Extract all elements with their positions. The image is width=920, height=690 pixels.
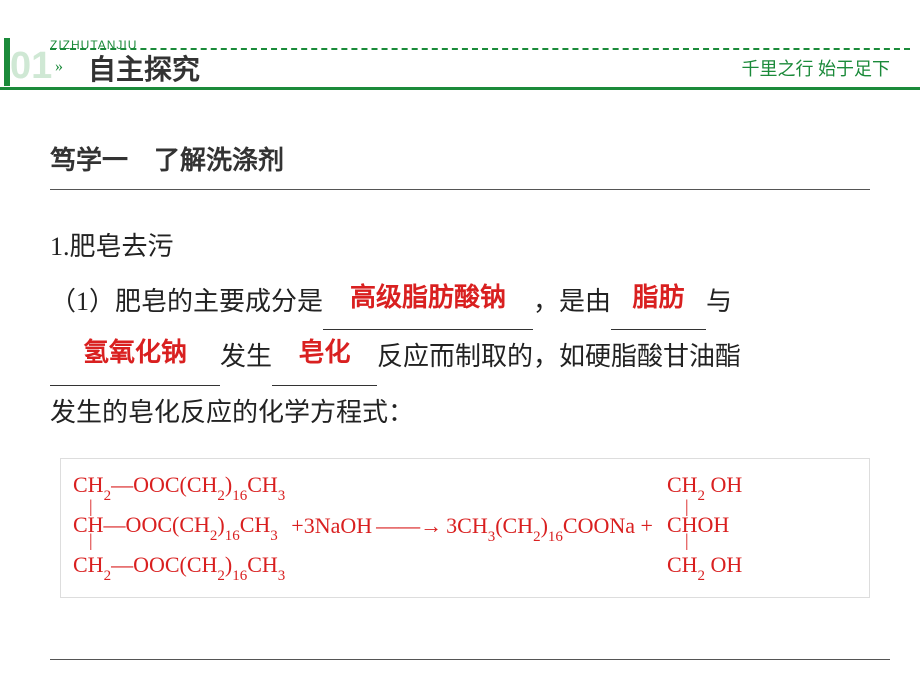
blank-3: 氢氧化钠 xyxy=(50,330,220,386)
arrow-icon: ——→ xyxy=(372,513,446,538)
blank-1: 高级脂肪酸钠 xyxy=(323,275,533,331)
txt: CH xyxy=(247,552,278,577)
sub: 2 xyxy=(104,568,112,584)
txt: CH xyxy=(667,552,698,577)
txt: CH xyxy=(667,472,698,497)
text-part: （1）肥皂的主要成分是 xyxy=(50,287,323,316)
struct-line-3: CH2—OOC(CH2)16CH3 xyxy=(73,551,285,585)
txt: COONa + xyxy=(563,513,653,538)
text-part: 与 xyxy=(706,287,732,316)
reactant-structure: CH2—OOC(CH2)16CH3 | CH—OOC(CH2)16CH3 | C… xyxy=(73,471,285,585)
content-area: 笃学一 了解洗涤剂 1.肥皂去污 （1）肥皂的主要成分是高级脂肪酸钠 ，是由脂肪与… xyxy=(0,90,920,598)
struct-line-1: CH2 OH xyxy=(667,471,742,505)
bottom-divider xyxy=(50,659,890,660)
arrow-icon: » xyxy=(55,58,63,76)
chemical-equation: CH2—OOC(CH2)16CH3 | CH—OOC(CH2)16CH3 | C… xyxy=(73,471,861,585)
text-part: ，是由 xyxy=(533,287,611,316)
txt: ) xyxy=(541,513,548,538)
sub: 3 xyxy=(488,529,496,545)
blank-2: 脂肪 xyxy=(611,275,706,331)
struct-line-2: CHOH xyxy=(667,511,742,545)
bond-icon: | xyxy=(685,531,689,549)
txt: CHOH xyxy=(667,512,729,537)
product-structure: CH2 OH | CHOH | CH2 OH xyxy=(667,471,742,585)
txt: CH xyxy=(240,512,271,537)
answer-4: 皂化 xyxy=(299,338,351,367)
solid-divider xyxy=(0,87,920,90)
struct-line-2: CH—OOC(CH2)16CH3 xyxy=(73,511,285,545)
txt: CH xyxy=(73,472,104,497)
sub: 2 xyxy=(698,568,706,584)
body-text: 1.肥皂去污 （1）肥皂的主要成分是高级脂肪酸钠 ，是由脂肪与氢氧化钠 发生皂化反应… xyxy=(50,220,870,440)
answer-2: 脂肪 xyxy=(633,283,685,312)
sub: 2 xyxy=(698,488,706,504)
txt: ) xyxy=(217,512,224,537)
page-header: 01 ZIZHUTANJIU » 自主探究 千里之行 始于足下 xyxy=(0,0,920,90)
sub: 16 xyxy=(548,529,563,545)
sub: 3 xyxy=(270,528,278,544)
answer-1: 高级脂肪酸钠 xyxy=(350,283,506,312)
sub: 2 xyxy=(533,529,541,545)
struct-line-3: CH2 OH xyxy=(667,551,742,585)
text-part: 发生 xyxy=(220,342,272,371)
paragraph-2: 发生的皂化反应的化学方程式： xyxy=(50,386,870,441)
txt: OH xyxy=(711,552,743,577)
sub: 3 xyxy=(278,568,286,584)
txt: CH xyxy=(73,552,104,577)
blank-4: 皂化 xyxy=(272,330,377,386)
equation-middle: +3NaOH——→3CH3(CH2)16COONa + xyxy=(285,513,659,543)
txt: CH—OOC(CH xyxy=(73,512,210,537)
sub: 2 xyxy=(210,528,218,544)
section-title: 笃学一 了解洗涤剂 xyxy=(50,140,870,190)
sub: 2 xyxy=(104,488,112,504)
sub: 3 xyxy=(278,488,286,504)
struct-line-1: CH2—OOC(CH2)16CH3 xyxy=(73,471,285,505)
sub: 16 xyxy=(232,568,247,584)
paragraph-1: （1）肥皂的主要成分是高级脂肪酸钠 ，是由脂肪与氢氧化钠 发生皂化反应而制取的，如硬… xyxy=(50,275,870,386)
header-motto: 千里之行 始于足下 xyxy=(742,55,891,81)
sub: 16 xyxy=(225,528,240,544)
txt: —OOC(CH xyxy=(111,472,217,497)
answer-3: 氢氧化钠 xyxy=(83,338,187,367)
txt: —OOC(CH xyxy=(111,552,217,577)
txt: +3NaOH xyxy=(291,513,372,538)
txt: OH xyxy=(711,472,743,497)
header-title: 自主探究 xyxy=(88,48,200,88)
text-part: 反应而制取的，如硬脂酸甘油酯 xyxy=(377,342,741,371)
sub: 16 xyxy=(232,488,247,504)
equation-box: CH2—OOC(CH2)16CH3 | CH—OOC(CH2)16CH3 | C… xyxy=(60,458,870,598)
txt: 3CH xyxy=(446,513,488,538)
sub: 2 xyxy=(217,488,225,504)
txt: (CH xyxy=(495,513,533,538)
bond-icon: | xyxy=(89,531,93,549)
section-number: 01 xyxy=(10,45,52,88)
sub: 2 xyxy=(217,568,225,584)
item-label: 1.肥皂去污 xyxy=(50,220,870,275)
txt: CH xyxy=(247,472,278,497)
